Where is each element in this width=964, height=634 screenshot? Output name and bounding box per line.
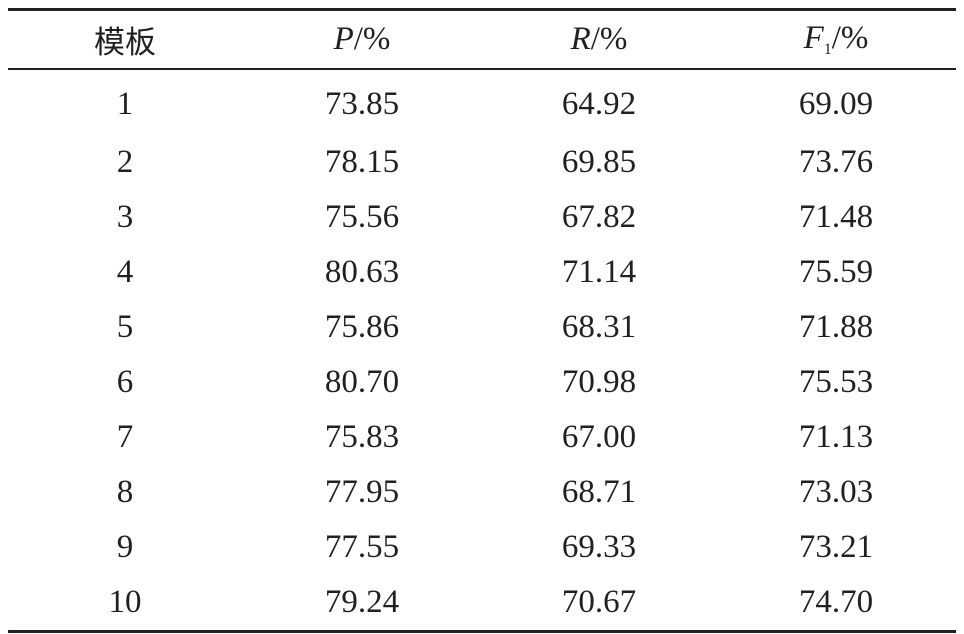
cell-f1: 73.76 — [798, 144, 874, 180]
cell-template: 5 — [116, 309, 134, 345]
table-row: 10 79.24 70.67 74.70 — [8, 575, 956, 630]
cell-f1: 74.70 — [798, 584, 874, 620]
table-row: 4 80.63 71.14 75.59 — [8, 245, 956, 300]
cell-template: 7 — [116, 419, 134, 455]
table-top-rule — [8, 8, 956, 11]
cell-f1: 71.13 — [798, 419, 874, 455]
cell-template: 3 — [116, 199, 134, 235]
cell-template: 10 — [108, 584, 142, 620]
table-row: 3 75.56 67.82 71.48 — [8, 190, 956, 245]
table-row: 1 73.85 64.92 69.09 — [8, 70, 956, 135]
table-row: 2 78.15 69.85 73.76 — [8, 135, 956, 190]
cell-precision: 77.55 — [324, 529, 400, 565]
header-template-label: 模板 — [94, 25, 156, 61]
cell-precision: 80.70 — [324, 364, 400, 400]
cell-recall: 71.14 — [561, 254, 637, 290]
header-f1-var: F — [803, 20, 824, 56]
cell-precision: 79.24 — [324, 584, 400, 620]
table-row: 5 75.86 68.31 71.88 — [8, 300, 956, 355]
header-recall-unit: /% — [590, 21, 628, 57]
table-header-rule — [8, 68, 956, 70]
results-table-body: 1 73.85 64.92 69.09 2 78.15 69.85 73.76 3 75.56 67… — [8, 70, 956, 630]
header-precision: P/% — [242, 11, 482, 68]
cell-f1: 75.53 — [798, 364, 874, 400]
cell-recall: 69.33 — [561, 529, 637, 565]
cell-template: 6 — [116, 364, 134, 400]
cell-precision: 75.56 — [324, 199, 400, 235]
cell-f1: 69.09 — [798, 85, 874, 122]
cell-precision: 75.86 — [324, 309, 400, 345]
table-row: 6 80.70 70.98 75.53 — [8, 355, 956, 410]
table-bottom-rule — [8, 630, 956, 633]
table-header-row: 模板 P/% R/% F1/% — [8, 11, 956, 68]
cell-recall: 67.00 — [561, 419, 637, 455]
cell-recall: 68.71 — [561, 474, 637, 510]
cell-template: 2 — [116, 144, 134, 180]
table-row: 7 75.83 67.00 71.13 — [8, 410, 956, 465]
header-recall: R/% — [482, 11, 716, 68]
header-precision-var: P — [333, 21, 354, 57]
cell-recall: 64.92 — [561, 85, 637, 122]
cell-template: 4 — [116, 254, 134, 290]
cell-precision: 75.83 — [324, 419, 400, 455]
cell-template: 1 — [116, 85, 134, 122]
header-precision-unit: /% — [353, 21, 391, 57]
results-table: 模板 P/% R/% F1/% 1 73.85 64.92 69.09 2 78.15 69… — [8, 8, 956, 633]
table-row: 9 77.55 69.33 73.21 — [8, 520, 956, 575]
header-f1: F1/% — [716, 11, 956, 68]
cell-f1: 71.88 — [798, 309, 874, 345]
results-table-grid: 模板 P/% R/% F1/% — [8, 11, 956, 68]
cell-f1: 73.03 — [798, 474, 874, 510]
cell-precision: 73.85 — [324, 85, 400, 122]
header-f1-unit: /% — [831, 20, 869, 56]
cell-precision: 77.95 — [324, 474, 400, 510]
header-f1-subscript: 1 — [823, 41, 832, 58]
cell-template: 8 — [116, 474, 134, 510]
cell-recall: 67.82 — [561, 199, 637, 235]
header-template: 模板 — [8, 11, 242, 68]
table-row: 8 77.95 68.71 73.03 — [8, 465, 956, 520]
cell-f1: 73.21 — [798, 529, 874, 565]
cell-template: 9 — [116, 529, 134, 565]
header-recall-var: R — [570, 21, 591, 57]
cell-recall: 70.67 — [561, 584, 637, 620]
cell-recall: 68.31 — [561, 309, 637, 345]
cell-f1: 75.59 — [798, 254, 874, 290]
cell-precision: 80.63 — [324, 254, 400, 290]
cell-recall: 69.85 — [561, 144, 637, 180]
cell-f1: 71.48 — [798, 199, 874, 235]
cell-recall: 70.98 — [561, 364, 637, 400]
cell-precision: 78.15 — [324, 144, 400, 180]
